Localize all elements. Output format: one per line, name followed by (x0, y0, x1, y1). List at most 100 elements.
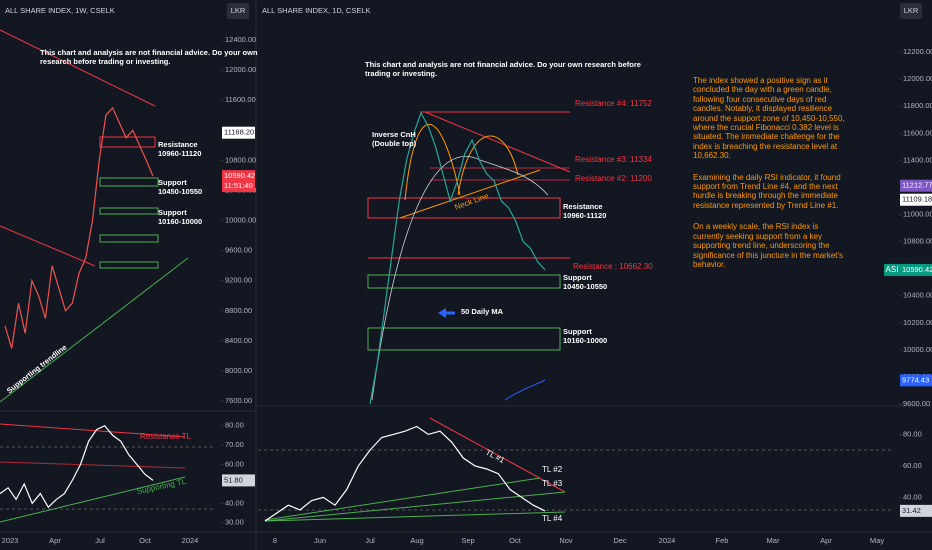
y-tick-label: 80.00 (225, 421, 244, 430)
annotation: This chart and analysis are not financia… (365, 60, 641, 78)
commentary-paragraph: On a weekly scale, the RSI index is curr… (693, 222, 844, 269)
commentary-paragraph: Examining the daily RSI indicator, it fo… (693, 172, 841, 210)
y-tick-label: 12000.00 (903, 74, 932, 83)
price-badge (900, 374, 932, 387)
y-tick-label: 80.00 (903, 429, 922, 438)
price-line (0, 424, 154, 509)
y-tick-label: 60.00 (903, 461, 922, 470)
x-tick-label: 8 (273, 536, 277, 545)
annotation-text: Support (158, 208, 187, 217)
support-zone (99, 234, 159, 243)
annotation-text: Resistance : 10662.30 (573, 262, 653, 271)
y-tick-label: 12400.00 (225, 35, 256, 44)
annotation-text: Resistance (563, 202, 603, 211)
support-zone (367, 327, 561, 351)
y-tick-label: 9600.00 (225, 246, 252, 255)
annotation-text: research before trading or investing. (40, 57, 170, 66)
y-tick-label: 11600.00 (225, 95, 256, 104)
price-badge (900, 504, 932, 517)
annotation-text: 10160-10000 (563, 336, 607, 345)
badge-label: 10590.42 (902, 265, 932, 274)
annotation: Supporting TL (136, 477, 187, 496)
rsi-trendline (0, 423, 186, 438)
annotation: TL #4 (542, 514, 563, 523)
y-tick-label: 9200.00 (225, 276, 252, 285)
annotation-text: 10160-10000 (158, 217, 202, 226)
price-badge (900, 263, 932, 276)
x-tick-label: Jul (365, 536, 375, 545)
y-tick-label: 30.00 (225, 518, 244, 527)
annotation-text: 10960-11120 (158, 149, 201, 158)
annotation-text: Support (158, 178, 187, 187)
chart-title: ALL SHARE INDEX, 1W, CSELK (5, 6, 115, 15)
resistance-zone (99, 136, 156, 148)
y-tick-label: 10400.00 (903, 291, 932, 300)
badge-label: 10590.42 (224, 171, 255, 180)
annotation-text: 10450-10550 (563, 282, 607, 291)
price-line (4, 106, 154, 349)
x-tick-label: Dec (613, 536, 627, 545)
x-tick-label: Nov (559, 536, 573, 545)
annotation: Resistance #4: 11752 (575, 99, 652, 108)
currency-button (227, 3, 249, 19)
chart-title: ALL SHARE INDEX, 1D, CSELK (262, 6, 371, 15)
y-tick-label: 8400.00 (225, 336, 252, 345)
y-tick-label: 11800.00 (903, 101, 932, 110)
badge-prefix: ASI (886, 265, 899, 274)
badge-label: 31.42 (902, 506, 921, 515)
annotation: Resistance TL (140, 432, 192, 441)
trendline (0, 29, 156, 107)
rsi-trendline (264, 491, 566, 522)
annotation: Resistance #3: 11334 (575, 155, 652, 164)
commentary: The index showed a positive sign as it c… (693, 76, 851, 281)
annotation-text: Resistance #2: 11200 (575, 174, 652, 183)
annotation: Inverse CnH(Double top) (372, 130, 417, 148)
moving-average (504, 379, 546, 401)
x-tick-label: Jul (95, 536, 105, 545)
currency: LKR (904, 6, 919, 15)
y-tick-label: 10200.00 (903, 318, 932, 327)
y-tick-label: 12200.00 (903, 47, 932, 56)
y-tick-label: 10800.00 (225, 155, 256, 164)
trendline (424, 111, 571, 173)
badge-label: 51.80 (224, 475, 243, 484)
annotation-text: Supporting TL (136, 477, 187, 496)
annotation-text: This chart and analysis are not financia… (40, 48, 258, 57)
annotation-text: trading or investing. (365, 69, 437, 78)
price-badge (222, 126, 255, 139)
price-badge (222, 170, 255, 193)
annotation-text: Neck Line (453, 191, 490, 212)
currency-button (900, 3, 922, 19)
annotation-text: Resistance (158, 140, 198, 149)
y-tick-label: 60.00 (225, 460, 244, 469)
cup-arc (404, 124, 461, 201)
y-tick-label: 11000.00 (903, 209, 932, 218)
annotation-text: (Double top) (372, 139, 417, 148)
price-badge (900, 193, 932, 206)
x-tick-label: Oct (139, 536, 152, 545)
annotation-text: 10960-11120 (563, 211, 606, 220)
support-zone (367, 274, 561, 289)
y-tick-label: 10000.00 (903, 345, 932, 354)
annotation-text: Resistance #3: 11334 (575, 155, 652, 164)
y-tick-label: 8000.00 (225, 366, 252, 375)
x-tick-label: Jun (314, 536, 326, 545)
y-tick-label: 8800.00 (225, 306, 252, 315)
rsi-trendline (264, 511, 566, 522)
x-tick-label: 2024 (659, 536, 676, 545)
badge-countdown: 11:51:40 (224, 181, 253, 190)
x-tick-label: Sep (461, 536, 474, 545)
annotation-text: TL #3 (542, 479, 563, 488)
annotation-text: Resistance TL (140, 432, 192, 441)
resistance-zone (367, 197, 561, 219)
arrow-head (438, 308, 446, 318)
y-tick-label: 70.00 (225, 440, 244, 449)
badge-prefix-box (884, 263, 900, 276)
price-badge (900, 179, 932, 192)
annotation: TL #1 (484, 448, 507, 466)
annotation: Supporting trendline (5, 343, 69, 395)
